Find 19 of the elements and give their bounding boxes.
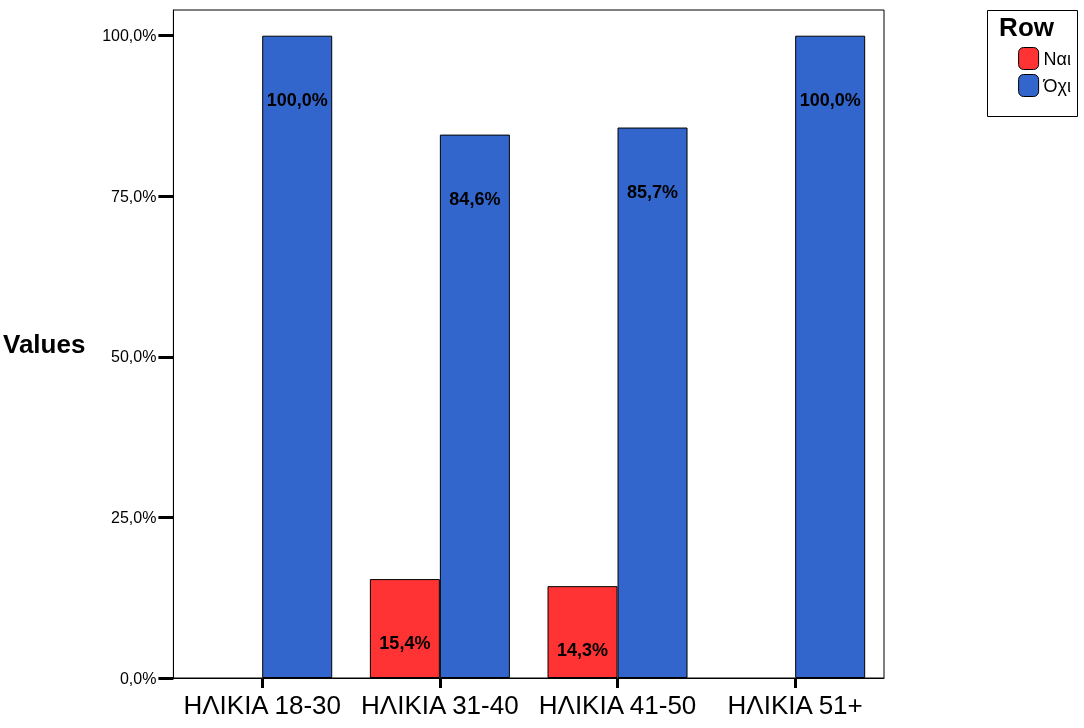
data-label: 84,6% bbox=[449, 188, 501, 209]
y-tick-label: 50,0% bbox=[111, 348, 157, 366]
data-label: 14,3% bbox=[557, 640, 609, 661]
x-tick-label: ΗΛΙΚΙΑ 31-40 bbox=[361, 690, 519, 720]
x-tick-label: ΗΛΙΚΙΑ 18-30 bbox=[183, 690, 341, 720]
x-tick-label: ΗΛΙΚΙΑ 41-50 bbox=[538, 690, 697, 720]
data-label: 15,4% bbox=[379, 633, 431, 654]
legend-label: Όχι bbox=[1042, 75, 1071, 96]
y-tick-label: 100,0% bbox=[102, 27, 157, 45]
data-label: 100,0% bbox=[799, 89, 861, 110]
y-tick-label: 75,0% bbox=[111, 187, 157, 205]
legend-title: Row bbox=[999, 12, 1055, 42]
legend-label: Ναι bbox=[1043, 48, 1071, 69]
y-axis-title: Values bbox=[2, 329, 86, 359]
data-label: 85,7% bbox=[627, 181, 679, 202]
y-tick-label: 25,0% bbox=[111, 508, 157, 526]
y-tick-label: 0,0% bbox=[119, 669, 157, 687]
x-tick-label: ΗΛΙΚΙΑ 51+ bbox=[727, 690, 863, 720]
data-label: 100,0% bbox=[266, 89, 328, 110]
